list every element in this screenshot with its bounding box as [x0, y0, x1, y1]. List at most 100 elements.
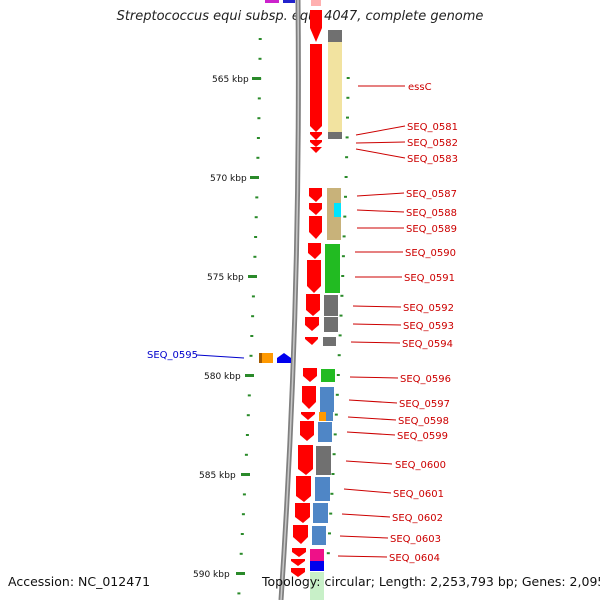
feature-block: [327, 217, 341, 240]
gene-label-reverse: SEQ_0595: [147, 350, 198, 361]
gene-labels: essC SEQ_0581 SEQ_0582 SEQ_0583 SEQ_0587…: [147, 82, 458, 564]
minor-tick: [338, 334, 342, 337]
feature-block: [328, 30, 342, 42]
leader-line: [346, 431, 396, 436]
scale-label: 590 kbp: [193, 570, 230, 580]
minor-tick: [256, 156, 260, 159]
gene-arrow: [307, 260, 321, 293]
feature-block: [318, 422, 332, 442]
gene-label: SEQ_0593: [403, 321, 454, 332]
gene-arrow: [308, 243, 321, 259]
feature-block: [259, 353, 262, 363]
gene-arrow: [305, 337, 318, 345]
gene-label: SEQ_0603: [390, 534, 441, 545]
gene-arrow: [309, 216, 322, 239]
minor-tick: [254, 236, 258, 238]
minor-tick: [253, 255, 257, 258]
major-tick: [236, 572, 245, 575]
feature-block: [320, 387, 334, 412]
minor-tick: [334, 413, 338, 416]
minor-tick: [257, 117, 261, 120]
gene-arrow: [302, 386, 316, 409]
feature-block: [259, 353, 273, 363]
feature-block: [323, 337, 336, 346]
leader-line: [343, 488, 392, 494]
gene-label: SEQ_0583: [407, 154, 458, 165]
gene-arrow: [309, 203, 322, 215]
minor-tick: [251, 295, 255, 298]
leader-line: [341, 513, 391, 518]
reverse-gene-seq-0595: [259, 353, 291, 363]
leader-line: [348, 399, 398, 404]
feature-block: [310, 572, 324, 600]
major-tick: [252, 77, 261, 80]
feature-block-essC: [328, 42, 342, 132]
gene-label: essC: [408, 82, 432, 93]
scale-label: 575 kbp: [207, 273, 244, 283]
minor-tick: [256, 137, 260, 139]
minor-tick: [244, 453, 248, 456]
gene-label: SEQ_0589: [406, 224, 457, 235]
feature-block: [325, 244, 340, 260]
gene-arrow: [298, 445, 313, 475]
gene-label: SEQ_0594: [402, 339, 453, 350]
gene-label: SEQ_0587: [406, 189, 457, 200]
minor-tick: [237, 592, 241, 595]
gene-block-partial: [283, 0, 295, 3]
minor-tick: [249, 354, 253, 357]
minor-tick: [340, 294, 344, 297]
gene-arrow: [291, 559, 305, 566]
genome-backbone-highlight: [280, 0, 300, 600]
leader-line: [352, 323, 402, 326]
major-tick: [250, 176, 259, 179]
feature-block: [325, 260, 340, 293]
minor-tick: [255, 196, 259, 199]
gene-label: SEQ_0591: [404, 273, 455, 284]
gene-arrow: [293, 525, 308, 544]
minor-tick: [345, 136, 349, 139]
gene-arrow: [306, 294, 320, 316]
scale-labels: 565 kbp 570 kbp 575 kbp 580 kbp 585 kbp …: [193, 75, 249, 580]
leader-line: [356, 192, 405, 197]
gene-label: SEQ_0592: [403, 303, 454, 314]
feature-blocks: [310, 30, 342, 600]
feature-block: [327, 188, 341, 203]
gene-arrow: [295, 503, 310, 523]
gene-arrow: [303, 368, 317, 382]
minor-tick: [346, 116, 349, 119]
gene-label: SEQ_0582: [407, 138, 458, 149]
leader-line: [339, 535, 389, 539]
minor-tick: [329, 512, 333, 515]
gene-label: SEQ_0597: [399, 399, 450, 410]
leader-line: [349, 376, 399, 379]
major-tick: [248, 275, 257, 278]
feature-block: [324, 317, 338, 332]
minor-tick: [246, 414, 250, 417]
minor-tick: [345, 156, 349, 159]
minor-tick: [339, 314, 343, 317]
minor-tick: [346, 96, 350, 99]
label-leaders: [196, 85, 406, 558]
gene-arrow: [300, 421, 314, 441]
gene-arrow: [291, 568, 305, 577]
gene-label: SEQ_0602: [392, 513, 443, 524]
gene-arrow: [310, 132, 322, 140]
leader-line: [345, 460, 393, 465]
gene-label: SEQ_0599: [397, 431, 448, 442]
feature-block: [326, 412, 333, 421]
gene-arrow: [309, 188, 322, 202]
minor-tick: [344, 195, 347, 198]
scale-label: 570 kbp: [210, 174, 247, 184]
leader-line: [350, 341, 401, 344]
minor-tick: [239, 552, 243, 555]
gene-label: SEQ_0598: [398, 416, 449, 427]
accession-label: Accession: NC_012471: [8, 574, 151, 589]
minor-tick: [258, 57, 262, 60]
minor-tick: [250, 335, 254, 337]
leader-line: [196, 354, 245, 359]
minor-tick: [335, 393, 339, 396]
feature-block: [313, 503, 328, 523]
gene-label: SEQ_0588: [406, 208, 457, 219]
minor-tick: [331, 473, 335, 475]
gene-block-partial: [311, 0, 321, 6]
